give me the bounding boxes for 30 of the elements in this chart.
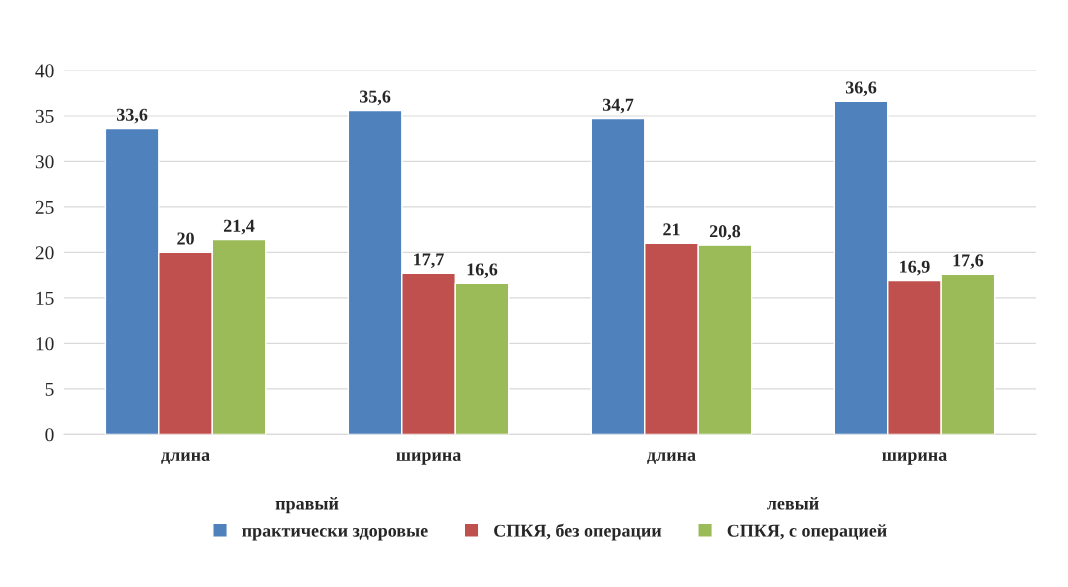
data-label: 20,8 (709, 225, 741, 240)
data-label: 35,6 (359, 90, 391, 106)
data-label: 21 (663, 223, 680, 236)
y-tick-label: 10 (36, 337, 54, 351)
y-tick-label: 15 (36, 291, 54, 305)
legend-label: СПКЯ, с операцией (727, 524, 887, 541)
data-label: 20 (177, 232, 194, 245)
data-label: 34,7 (602, 98, 634, 114)
y-tick-label: 5 (45, 382, 54, 396)
legend-label: СПКЯ, без операции (494, 523, 662, 541)
x-tick-label: ширина (396, 452, 462, 465)
x-tick-label: ширина (882, 452, 947, 465)
data-label: 33,6 (116, 108, 148, 124)
data-label: 36,6 (845, 81, 877, 97)
y-tick-label: 30 (35, 155, 54, 169)
data-label: 21,4 (223, 219, 255, 235)
data-label: 17,6 (953, 254, 984, 270)
data-label: 17,7 (414, 253, 444, 269)
data-label: 16,9 (900, 260, 930, 276)
y-tick-label: 20 (35, 246, 54, 260)
y-tick-label: 0 (45, 428, 54, 442)
text: правый (275, 496, 339, 514)
legend-label: практически здоровые (242, 528, 428, 541)
y-tick-label: 35 (35, 109, 54, 123)
x-tick-label: длина (647, 452, 696, 464)
y-tick-label: 25 (35, 200, 54, 214)
data-label: 16,6 (467, 263, 498, 279)
text: левый (767, 496, 819, 510)
y-tick-label: 40 (35, 64, 54, 78)
x-tick-label: длина (161, 452, 210, 464)
